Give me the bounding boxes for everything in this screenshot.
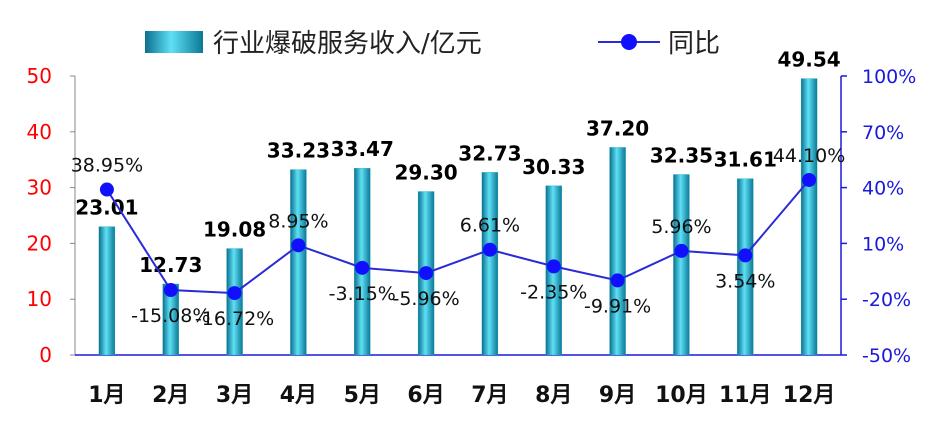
line-value-labels: 38.95% -15.08%-16.72% 8.95% -3.15%-5.96% 6.6… bbox=[71, 145, 846, 330]
right-axis-ticks: -50% -20% 10% 40% 70% 100% bbox=[841, 66, 916, 367]
x-tick-label: 2月 bbox=[152, 383, 189, 408]
x-tick-label: 3月 bbox=[216, 383, 253, 408]
bar-value-label: 32.73 bbox=[458, 141, 521, 165]
x-tick-label: 1月 bbox=[88, 383, 125, 408]
bar-value-label: 33.23 bbox=[267, 139, 330, 163]
x-tick-label: 7月 bbox=[471, 383, 508, 408]
yoy-value-label: 3.54% bbox=[715, 270, 775, 292]
yoy-line bbox=[106, 179, 810, 295]
yoy-marker bbox=[419, 266, 434, 281]
right-tick-label: -50% bbox=[862, 345, 911, 367]
left-tick-label: 40 bbox=[27, 120, 52, 144]
legend-bar-swatch bbox=[145, 31, 203, 53]
x-tick-label: 12月 bbox=[783, 383, 836, 408]
x-tick-label: 11月 bbox=[719, 383, 772, 408]
left-tick-label: 30 bbox=[27, 176, 52, 200]
bar bbox=[737, 178, 754, 356]
yoy-value-label: 5.96% bbox=[651, 216, 711, 238]
bar bbox=[673, 174, 690, 356]
left-axis-ticks: 0 10 20 30 40 50 bbox=[27, 64, 75, 367]
bar-value-label: 33.47 bbox=[331, 137, 394, 161]
x-tick-label: 4月 bbox=[280, 383, 317, 408]
yoy-value-label: -2.35% bbox=[520, 281, 587, 303]
yoy-value-label: 8.95% bbox=[268, 210, 328, 232]
bar bbox=[290, 169, 307, 356]
bar-value-label: 49.54 bbox=[777, 48, 840, 72]
left-tick-label: 50 bbox=[27, 64, 52, 88]
x-tick-label: 8月 bbox=[535, 383, 572, 408]
bar bbox=[609, 147, 626, 356]
yoy-value-label: -3.15% bbox=[329, 283, 396, 305]
x-tick-label: 10月 bbox=[655, 383, 708, 408]
legend-line-marker bbox=[621, 34, 637, 50]
yoy-value-label: -16.72% bbox=[195, 308, 274, 330]
bar bbox=[481, 172, 499, 356]
left-tick-label: 0 bbox=[39, 343, 52, 367]
bar-value-label: 19.08 bbox=[203, 218, 266, 242]
yoy-marker bbox=[546, 259, 561, 274]
bar bbox=[226, 248, 243, 356]
yoy-value-label: -5.96% bbox=[392, 288, 459, 310]
bar-value-label: 29.30 bbox=[394, 161, 457, 185]
right-tick-label: 40% bbox=[862, 178, 904, 200]
yoy-value-label: 6.61% bbox=[460, 215, 520, 237]
yoy-marker bbox=[227, 286, 242, 301]
bar-value-label: 32.35 bbox=[650, 143, 713, 167]
bar bbox=[98, 226, 116, 356]
yoy-marker bbox=[674, 243, 689, 258]
right-tick-label: 10% bbox=[862, 233, 904, 255]
yoy-value-label: 44.10% bbox=[773, 145, 845, 167]
yoy-marker bbox=[99, 182, 114, 197]
x-tick-label: 5月 bbox=[344, 383, 381, 408]
right-tick-label: 100% bbox=[862, 66, 916, 88]
legend-line-label: 同比 bbox=[668, 29, 720, 59]
yoy-marker bbox=[802, 172, 817, 187]
x-tick-label: 6月 bbox=[407, 383, 444, 408]
yoy-value-label: -9.91% bbox=[584, 295, 651, 317]
yoy-marker bbox=[355, 260, 370, 275]
yoy-value-label: -15.08% bbox=[131, 305, 210, 327]
legend: 行业爆破服务收入/亿元 同比 bbox=[145, 29, 720, 59]
left-tick-label: 10 bbox=[27, 287, 52, 311]
yoy-marker bbox=[610, 273, 625, 288]
left-tick-label: 20 bbox=[27, 231, 52, 255]
yoy-value-label: 38.95% bbox=[71, 155, 143, 177]
right-tick-label: -20% bbox=[862, 289, 911, 311]
yoy-marker bbox=[482, 242, 497, 257]
yoy-marker bbox=[738, 248, 753, 263]
x-axis-ticks: 1月 2月 3月 4月 5月 6月 7月 8月 9月 10月 11月 12月 bbox=[88, 383, 835, 408]
bar-value-label: 30.33 bbox=[522, 155, 585, 179]
yoy-marker bbox=[163, 283, 178, 298]
bar-series bbox=[98, 78, 818, 356]
right-tick-label: 70% bbox=[862, 122, 904, 144]
line-series bbox=[99, 172, 817, 301]
bar-value-label: 23.01 bbox=[75, 196, 138, 220]
x-tick-label: 9月 bbox=[599, 383, 636, 408]
bar-value-label: 31.61 bbox=[714, 148, 777, 172]
bar bbox=[800, 78, 818, 356]
legend-bar-label: 行业爆破服务收入/亿元 bbox=[213, 29, 482, 59]
yoy-marker bbox=[291, 238, 306, 253]
bar-value-label: 37.20 bbox=[586, 116, 649, 140]
